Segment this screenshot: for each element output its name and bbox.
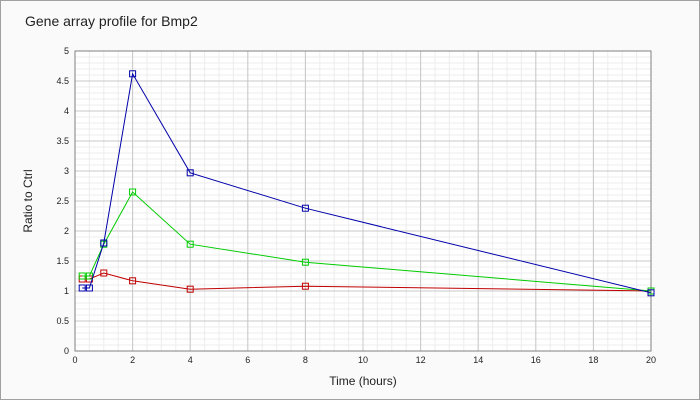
data-point xyxy=(301,204,309,212)
x-axis-label: Time (hours) xyxy=(329,374,397,388)
data-point xyxy=(186,285,194,293)
y-tick-label: 2 xyxy=(64,226,69,236)
series-line xyxy=(82,191,652,292)
x-tick-label: 12 xyxy=(416,355,426,365)
y-tick-label: 1.5 xyxy=(56,256,69,266)
x-tick-label: 16 xyxy=(531,355,541,365)
axes xyxy=(74,50,652,352)
series-group xyxy=(78,70,655,297)
data-point xyxy=(100,269,108,277)
data-point xyxy=(129,70,137,78)
series-3 xyxy=(78,70,655,297)
data-point xyxy=(78,272,86,280)
data-point xyxy=(100,239,108,247)
y-tick-label: 2.5 xyxy=(56,196,69,206)
y-tick-label: 0.5 xyxy=(56,316,69,326)
x-tick-label: 4 xyxy=(188,355,193,365)
y-tick-label: 5 xyxy=(64,46,69,56)
tick-labels: 0 2 4 6 8 10 12 14 16 18 20 0 0.5 1 1.5 2 2.5 3 3.5 4 4.5 5 xyxy=(56,46,656,365)
y-tick-label: 1 xyxy=(64,286,69,296)
data-point xyxy=(301,258,309,266)
x-tick-label: 18 xyxy=(588,355,598,365)
y-tick-label: 3.5 xyxy=(56,136,69,146)
data-point xyxy=(647,289,655,297)
chart-title: Gene array profile for Bmp2 xyxy=(25,13,198,29)
x-tick-label: 6 xyxy=(245,355,250,365)
data-point xyxy=(186,169,194,177)
data-point xyxy=(78,284,86,292)
plot-border xyxy=(74,50,652,352)
y-tick-label: 4.5 xyxy=(56,76,69,86)
x-tick-label: 20 xyxy=(646,355,656,365)
data-point xyxy=(129,188,137,196)
y-tick-label: 3 xyxy=(64,166,69,176)
x-tick-label: 8 xyxy=(303,355,308,365)
x-tick-label: 14 xyxy=(473,355,483,365)
data-point xyxy=(129,277,137,285)
y-tick-label: 4 xyxy=(64,106,69,116)
series-line xyxy=(82,72,652,294)
x-tick-label: 2 xyxy=(130,355,135,365)
x-tick-label: 10 xyxy=(358,355,368,365)
y-tick-label: 0 xyxy=(64,346,69,356)
data-point xyxy=(85,284,93,292)
x-tick-label: 0 xyxy=(72,355,77,365)
data-point xyxy=(186,240,194,248)
data-point xyxy=(301,282,309,290)
data-point xyxy=(85,272,93,280)
